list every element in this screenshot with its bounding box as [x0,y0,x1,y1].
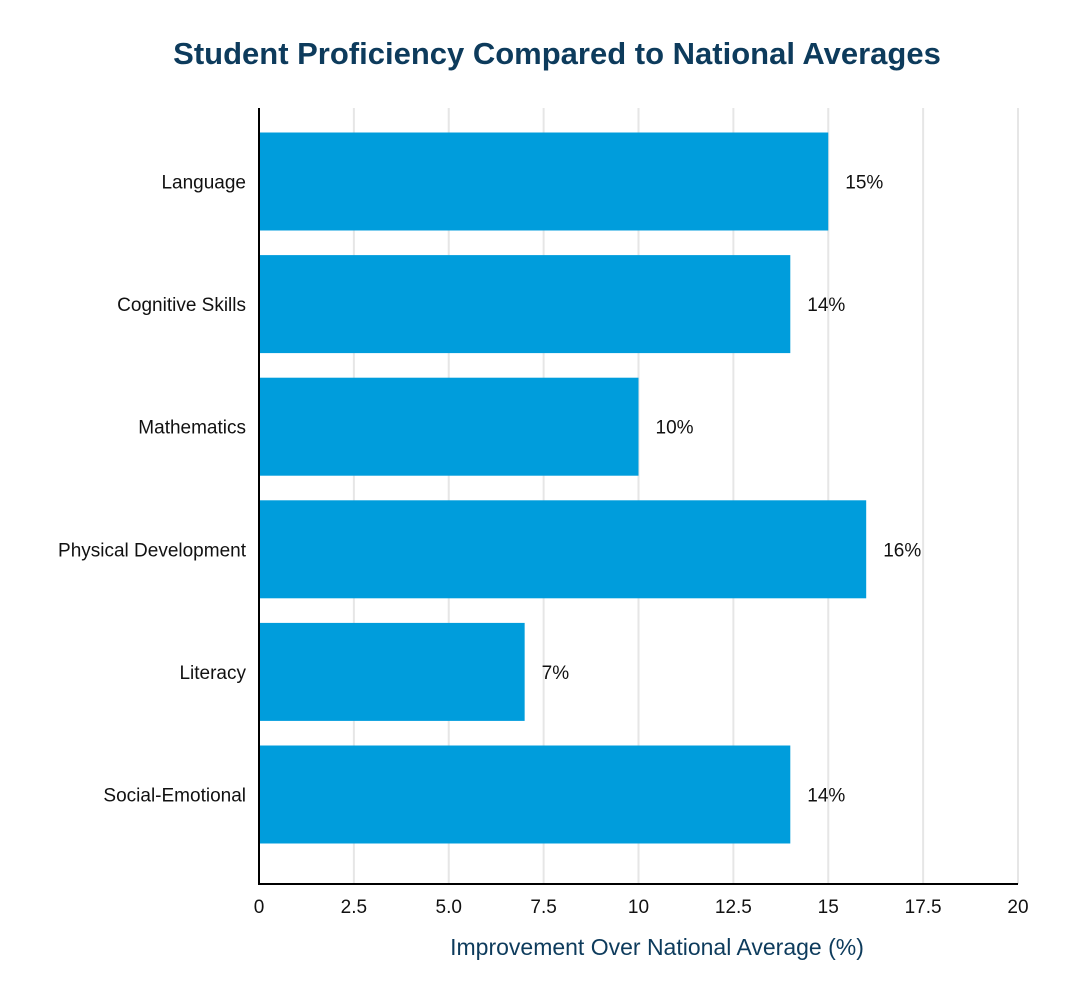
bar [259,255,791,354]
value-labels: 15% 14% 10% 16% 7% 14% [542,173,922,807]
x-tick-label: 0 [254,897,265,918]
category-labels: Language Cognitive Skills Mathematics Physi… [58,173,247,807]
category-label: Cognitive Skills [117,295,246,316]
bar-value-label: 16% [883,540,921,561]
bar [259,622,525,721]
category-label: Social-Emotional [103,786,246,807]
x-tick-label: 15 [818,897,839,918]
x-tick-label: 7.5 [530,897,556,918]
x-tick-label: 10 [628,897,649,918]
category-label: Physical Development [58,540,247,561]
bar [259,377,639,476]
bars [259,132,867,844]
bar-value-label: 15% [845,173,883,194]
category-label: Literacy [179,663,246,684]
category-label: Mathematics [138,418,246,439]
bar [259,132,829,231]
gridlines [352,108,1019,884]
category-label: Language [161,173,246,194]
x-tick-label: 17.5 [905,897,942,918]
bar [259,500,867,599]
x-tick-label: 12.5 [715,897,752,918]
chart-title: Student Proficiency Compared to National… [173,36,941,71]
bar-value-label: 10% [656,418,694,439]
x-tick-label: 5.0 [436,897,462,918]
x-axis-title: Improvement Over National Average (%) [450,934,864,960]
bar-value-label: 7% [542,663,570,684]
x-tick-label: 2.5 [341,897,367,918]
x-tick-labels: 0 2.5 5.0 7.5 10 12.5 15 17.5 20 [254,897,1029,918]
bar-value-label: 14% [807,295,845,316]
x-tick-label: 20 [1007,897,1028,918]
bar [259,745,791,844]
bar-value-label: 14% [807,786,845,807]
